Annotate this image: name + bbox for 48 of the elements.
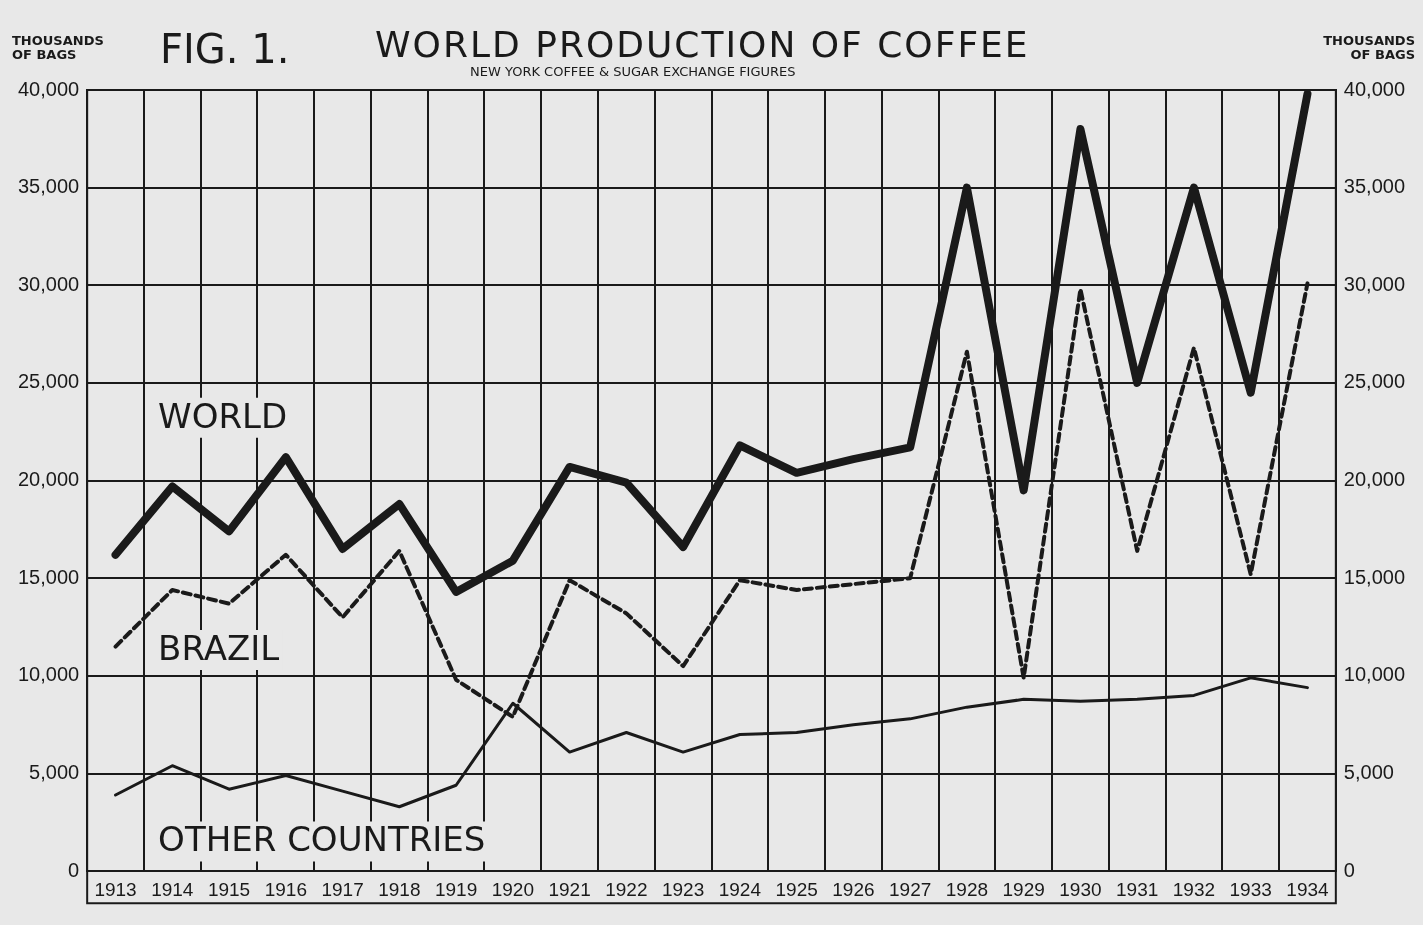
chart-title: WORLD PRODUCTION OF COFFEE [375,24,1030,65]
y-tick-label: 15,000 [18,565,80,588]
y-axis-title: THOUSANDS OF BAGS [12,33,105,62]
x-tick-label: 1930 [1059,878,1102,900]
caption: FIG. 1. [160,26,290,72]
series-label: BRAZIL [158,627,280,668]
x-tick-label: 1917 [321,878,364,900]
x-tick-label: 1925 [775,878,818,900]
x-tick-label: 1922 [605,878,648,900]
x-tick-label: 1919 [434,878,478,900]
y-tick-label: 20,000 [18,468,80,491]
y-tick-label: 35,000 [18,175,80,198]
x-tick-label: 1923 [661,878,705,900]
y2-tick-label: 10,000 [1343,663,1405,686]
y2-tick-label: 30,000 [1343,272,1405,295]
x-tick-label: 1932 [1172,878,1216,900]
x-tick-label: 1921 [548,878,591,900]
y-tick-label: 40,000 [18,77,80,100]
x-tick-label: 1933 [1229,878,1272,900]
y2-tick-label: 35,000 [1343,175,1405,198]
x-tick-label: 1913 [94,878,137,900]
x-tick-label: 1929 [1002,878,1045,900]
x-tick-label: 1934 [1286,878,1330,900]
y-tick-label: 10,000 [18,663,80,686]
y2-tick-label: 15,000 [1343,565,1405,588]
y2-tick-label: 5,000 [1343,761,1394,784]
y2-tick-label: 40,000 [1343,77,1405,100]
y-tick-label: 0 [68,858,80,881]
y2-axis-title: THOUSANDS OF BAGS [1322,33,1415,62]
y-tick-label: 25,000 [18,370,80,393]
y-tick-label: 30,000 [18,272,80,295]
x-tick-label: 1915 [207,878,251,900]
y2-tick-label: 25,000 [1343,370,1405,393]
x-tick-label: 1928 [945,878,989,900]
x-tick-label: 1918 [378,878,421,900]
x-tick-label: 1924 [718,878,762,900]
x-tick-label: 1914 [151,878,194,900]
y2-tick-label: 0 [1343,858,1355,881]
y2-tick-label: 20,000 [1343,468,1405,491]
chart-subtitle: NEW YORK COFFEE & SUGAR EXCHANGE FIGURES [470,64,796,79]
x-tick-label: 1931 [1116,878,1159,900]
series-label: WORLD [158,395,288,436]
x-tick-label: 1920 [491,878,534,900]
y-tick-label: 5,000 [29,761,80,784]
x-tick-label: 1926 [832,878,875,900]
series-label: OTHER COUNTRIES [158,819,486,860]
x-tick-label: 1916 [264,878,307,900]
x-tick-label: 1927 [889,878,932,900]
